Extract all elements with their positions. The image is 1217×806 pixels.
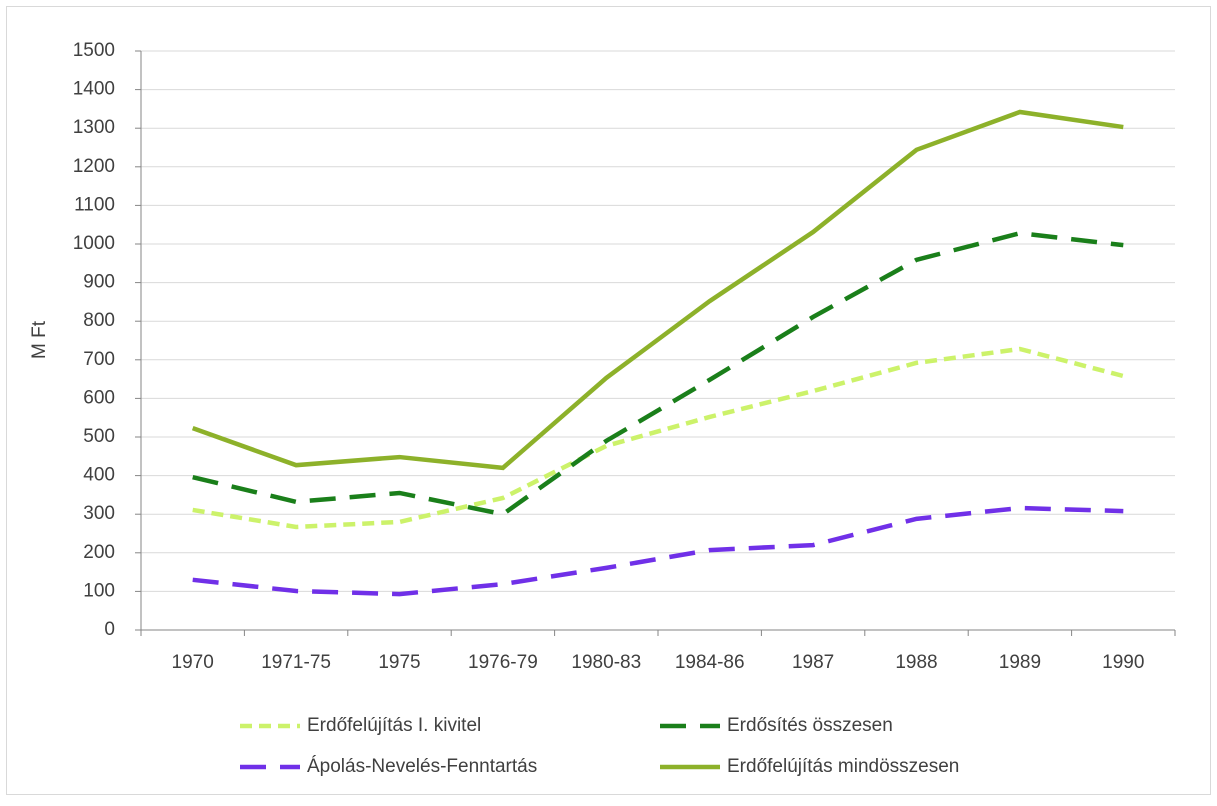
- legend-label: Erdőfelújítás mindösszesen: [727, 756, 959, 777]
- legend-label: Ápolás-Nevelés-Fenntartás: [307, 756, 537, 777]
- y-tick-label: 300: [83, 503, 115, 524]
- x-tick-label: 1987: [792, 652, 834, 673]
- y-tick-label: 1500: [73, 40, 115, 61]
- x-tick-label: 1970: [172, 652, 214, 673]
- y-tick-label: 0: [104, 619, 115, 640]
- y-tick-label: 600: [83, 387, 115, 408]
- x-tick-label: 1976-79: [468, 652, 538, 673]
- y-tick-label: 100: [83, 580, 115, 601]
- series-line: [191, 109, 1124, 471]
- y-tick-label: 400: [83, 465, 115, 486]
- y-tick-label: 900: [83, 272, 115, 293]
- y-tick-label: 800: [83, 310, 115, 331]
- legend-label: Erdőfelújítás I. kivitel: [307, 715, 481, 736]
- x-tick-label: 1975: [378, 652, 420, 673]
- y-tick-label: 1300: [73, 117, 115, 138]
- y-tick-label: 200: [83, 542, 115, 563]
- y-axis-label: M Ft: [29, 320, 50, 359]
- x-tick-label: 1989: [999, 652, 1041, 673]
- series-line: [192, 230, 1124, 517]
- series-line: [192, 505, 1124, 597]
- y-tick-label: 1200: [73, 156, 115, 177]
- x-tick-label: 1990: [1102, 652, 1144, 673]
- x-tick-label: 1984-86: [675, 652, 745, 673]
- chart-border: [6, 6, 1211, 795]
- y-tick-label: 1000: [73, 233, 115, 254]
- y-tick-label: 700: [83, 349, 115, 370]
- series-line: [192, 346, 1124, 530]
- y-tick-label: 500: [83, 426, 115, 447]
- y-tick-label: 1100: [74, 194, 115, 215]
- x-tick-label: 1988: [895, 652, 937, 673]
- x-tick-label: 1980-83: [571, 652, 641, 673]
- y-tick-label: 1400: [73, 79, 115, 100]
- legend-label: Erdősítés összesen: [727, 715, 893, 736]
- x-tick-label: 1971-75: [261, 652, 331, 673]
